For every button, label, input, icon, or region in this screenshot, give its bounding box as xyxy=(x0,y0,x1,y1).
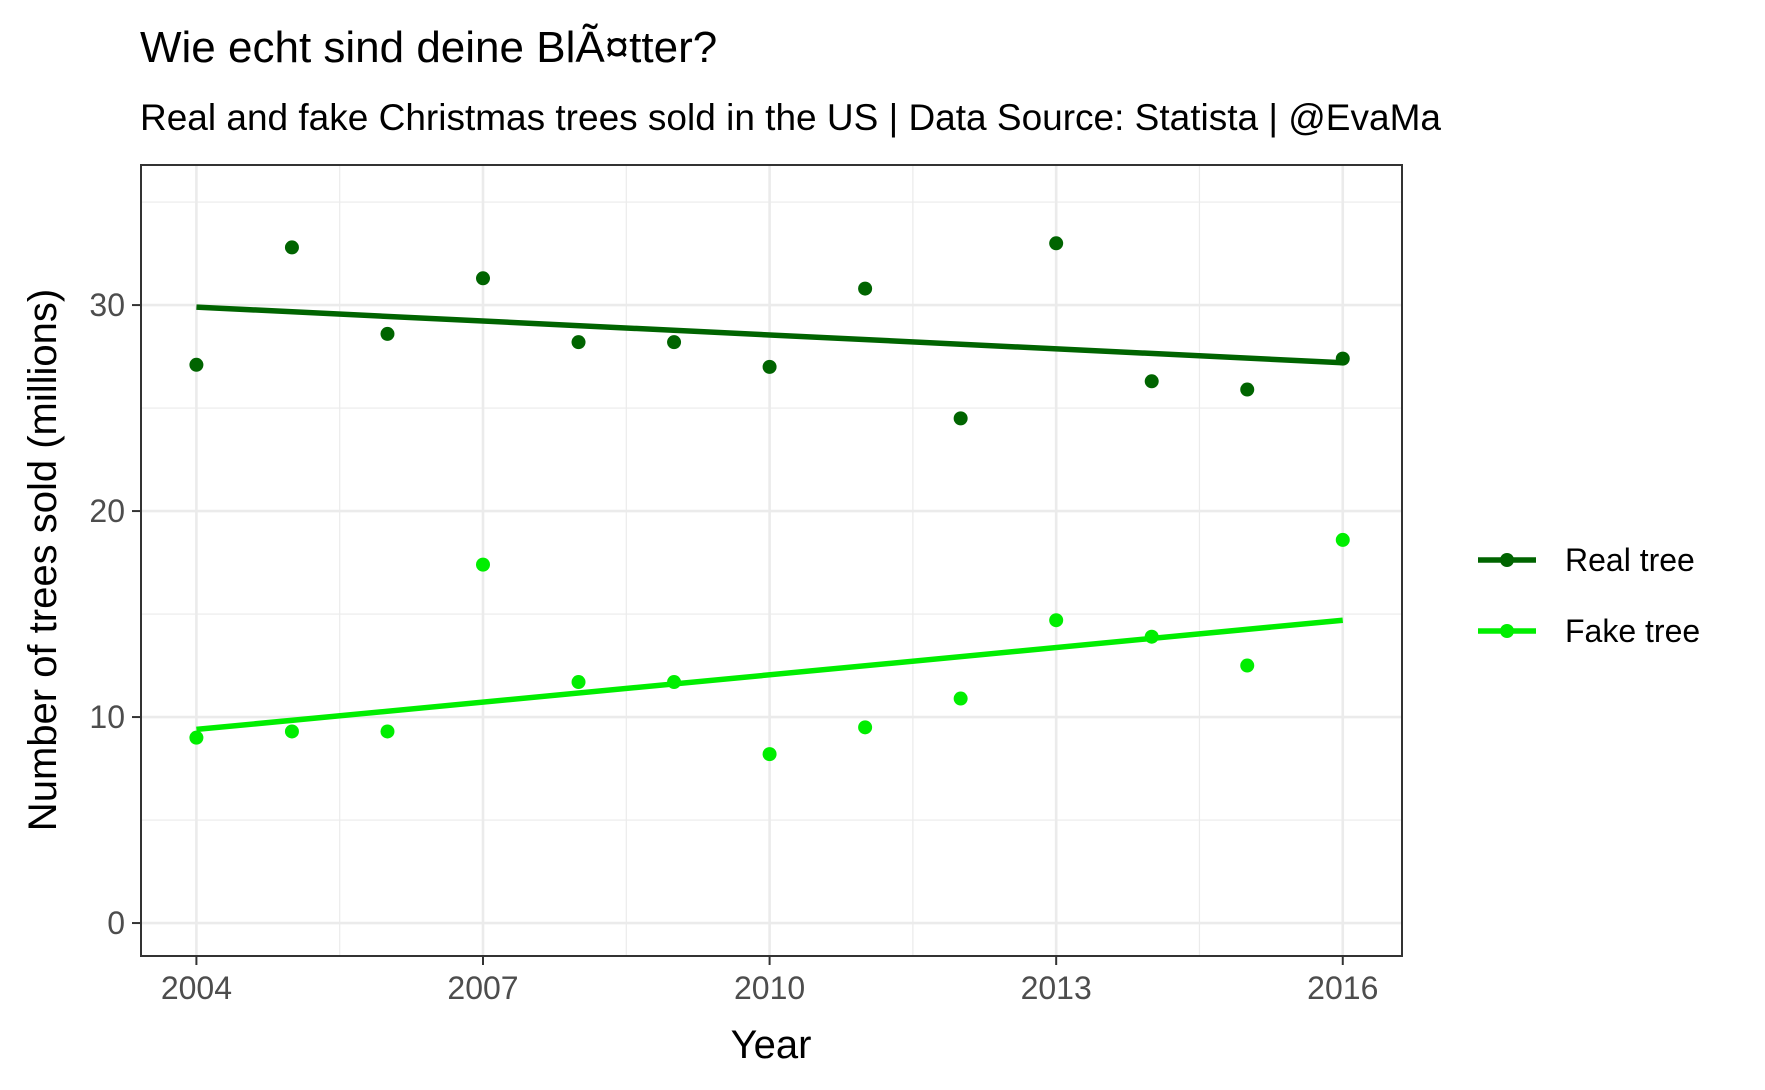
point-fake-tree xyxy=(858,720,873,735)
point-real-tree xyxy=(667,335,682,350)
plot-panel-border xyxy=(140,164,1403,957)
point-fake-tree xyxy=(1240,658,1255,673)
y-tick-label: 30 xyxy=(89,287,125,323)
point-real-tree xyxy=(284,240,299,255)
trend-line-real-tree xyxy=(196,304,1343,366)
point-fake-tree xyxy=(1144,629,1159,644)
y-tick-label: 20 xyxy=(89,493,125,529)
chart-subtitle: Real and fake Christmas trees sold in th… xyxy=(140,97,1441,138)
grid-major xyxy=(141,165,1402,956)
x-tick-label: 2007 xyxy=(447,970,518,1006)
y-tick-label: 10 xyxy=(89,699,125,735)
x-axis-title: Year xyxy=(731,1023,812,1067)
point-real-tree xyxy=(953,411,968,426)
point-fake-tree xyxy=(1335,532,1350,547)
point-real-tree xyxy=(1049,236,1064,251)
point-fake-tree xyxy=(380,724,395,739)
legend-key-point xyxy=(1500,553,1514,567)
legend: Real tree Fake tree xyxy=(1478,542,1700,649)
legend-label: Fake tree xyxy=(1565,613,1700,649)
plot-panel xyxy=(141,165,1402,956)
point-real-tree xyxy=(1144,374,1159,389)
point-fake-tree xyxy=(762,747,777,762)
grid-minor xyxy=(141,165,1402,956)
legend-item-fake-tree: Fake tree xyxy=(1478,613,1700,649)
x-tick-label: 2004 xyxy=(161,970,232,1006)
point-fake-tree xyxy=(953,691,968,706)
y-axis-title: Number of trees sold (millions) xyxy=(21,289,65,831)
legend-item-real-tree: Real tree xyxy=(1478,542,1695,578)
x-tick-label: 2013 xyxy=(1021,970,1092,1006)
y-tick-label: 0 xyxy=(107,905,125,941)
legend-key-point xyxy=(1500,624,1514,638)
legend-label: Real tree xyxy=(1565,542,1695,578)
point-real-tree xyxy=(1335,351,1350,366)
point-real-tree xyxy=(475,271,490,286)
chart-title: Wie echt sind deine BlÃ¤tter? xyxy=(140,22,717,72)
x-tick-label: 2010 xyxy=(734,970,805,1006)
x-tick-label: 2016 xyxy=(1307,970,1378,1006)
point-real-tree xyxy=(762,359,777,374)
point-real-tree xyxy=(858,281,873,296)
point-fake-tree xyxy=(475,557,490,572)
data-points xyxy=(189,236,1350,762)
point-fake-tree xyxy=(667,675,682,690)
y-axis: 0 10 20 30 xyxy=(89,287,141,941)
point-real-tree xyxy=(1240,382,1255,397)
point-fake-tree xyxy=(189,730,204,745)
point-real-tree xyxy=(189,357,204,372)
point-fake-tree xyxy=(571,675,586,690)
x-axis: 2004 2007 2010 2013 2016 xyxy=(161,956,1378,1006)
point-fake-tree xyxy=(1049,613,1064,628)
point-real-tree xyxy=(571,335,586,350)
point-real-tree xyxy=(380,326,395,341)
point-fake-tree xyxy=(284,724,299,739)
